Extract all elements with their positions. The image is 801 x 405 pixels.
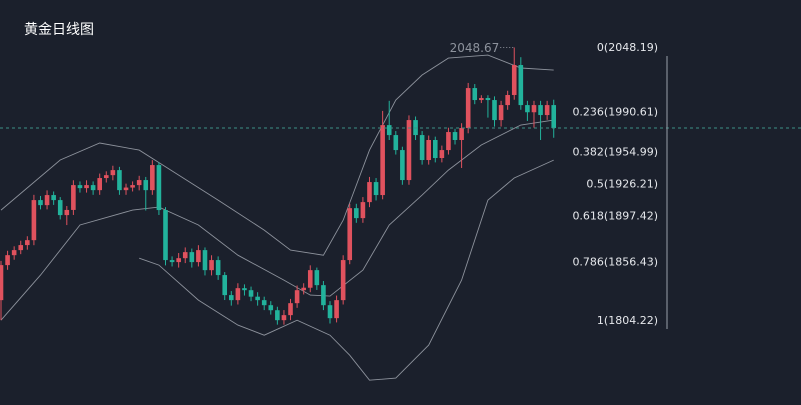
candle-body bbox=[90, 185, 96, 191]
candle-body bbox=[117, 170, 122, 191]
candle-body bbox=[209, 260, 214, 271]
candle-body bbox=[492, 100, 497, 121]
candle-body bbox=[215, 260, 221, 276]
candle-body bbox=[511, 65, 517, 96]
candle-body bbox=[196, 250, 201, 263]
candle-body bbox=[71, 185, 76, 210]
candle-body bbox=[130, 185, 135, 188]
candle-body bbox=[327, 305, 333, 319]
candle-body bbox=[367, 182, 372, 203]
candle-body bbox=[525, 105, 530, 113]
candle-body bbox=[432, 139, 438, 159]
candle-body bbox=[169, 260, 175, 263]
candle-body bbox=[498, 105, 504, 121]
fib-level-label: 0.236(1990.61) bbox=[572, 105, 658, 118]
candle-body bbox=[538, 105, 543, 116]
candle-body bbox=[235, 288, 241, 301]
candle-body bbox=[275, 310, 280, 321]
candle-body bbox=[18, 245, 24, 251]
candle-body bbox=[446, 132, 451, 151]
candle-body bbox=[386, 125, 392, 136]
bollinger-band bbox=[0, 54, 554, 256]
candle-body bbox=[64, 209, 70, 216]
candle-body bbox=[11, 250, 17, 256]
candle-body bbox=[156, 165, 162, 211]
candle-body bbox=[531, 105, 537, 113]
candle-body bbox=[393, 135, 399, 151]
candle-body bbox=[268, 305, 274, 311]
candle-body bbox=[340, 260, 346, 301]
candle-body bbox=[229, 295, 234, 301]
candle-body bbox=[97, 178, 102, 191]
candle-body bbox=[472, 88, 478, 101]
candle-body bbox=[38, 200, 43, 206]
candle-body bbox=[459, 128, 464, 140]
high-label: 2048.67 bbox=[450, 41, 500, 55]
candle-body bbox=[255, 296, 260, 301]
candle-body bbox=[103, 175, 109, 179]
candle-body bbox=[380, 125, 385, 196]
candle-body bbox=[551, 105, 557, 129]
candle-body bbox=[163, 210, 168, 261]
candle-body bbox=[360, 202, 366, 219]
candle-body bbox=[77, 185, 83, 189]
candle-body bbox=[544, 105, 550, 116]
candle-body bbox=[465, 88, 471, 129]
candle-body bbox=[314, 270, 320, 286]
candle-body bbox=[400, 150, 405, 181]
candle-body bbox=[176, 258, 181, 263]
candle-body bbox=[485, 98, 491, 101]
fib-level-label: 1(1804.22) bbox=[597, 314, 658, 327]
candle-body bbox=[110, 170, 116, 176]
fib-level-label: 0.5(1926.21) bbox=[586, 178, 658, 191]
candle-body bbox=[452, 132, 458, 140]
candle-body bbox=[354, 208, 359, 219]
candle-body bbox=[44, 195, 50, 206]
bollinger-band bbox=[0, 119, 554, 321]
candle-body bbox=[261, 300, 267, 306]
candle-body bbox=[5, 255, 10, 266]
candle-body bbox=[0, 265, 4, 301]
candle-body bbox=[294, 290, 300, 304]
fib-level-label: 0.786(1856.43) bbox=[572, 256, 658, 269]
fib-level-label: 0(2048.19) bbox=[597, 41, 658, 54]
candle-body bbox=[222, 275, 228, 296]
candle-body bbox=[307, 270, 313, 288]
candle-body bbox=[321, 285, 326, 306]
fib-level-label: 0.618(1897.42) bbox=[572, 210, 658, 223]
candle-body bbox=[347, 208, 353, 261]
candle-body bbox=[281, 315, 287, 321]
candle-body bbox=[439, 150, 445, 159]
candle-body bbox=[51, 195, 56, 201]
candle-body bbox=[136, 180, 142, 186]
candle-body bbox=[189, 252, 195, 263]
fib-level-label: 0.382(1954.99) bbox=[572, 145, 658, 158]
candle-body bbox=[57, 200, 63, 216]
candle-body bbox=[479, 98, 484, 101]
candle-body bbox=[150, 165, 155, 191]
candle-body bbox=[426, 139, 431, 161]
candle-body bbox=[248, 290, 254, 297]
candle-body bbox=[123, 187, 129, 191]
candle-body bbox=[25, 240, 30, 246]
candle-body bbox=[288, 303, 293, 316]
candle-body bbox=[419, 135, 425, 161]
candle-body bbox=[518, 65, 524, 106]
candle-body bbox=[242, 288, 247, 291]
candle-body bbox=[406, 120, 412, 181]
candle-body bbox=[301, 287, 306, 291]
candle-body bbox=[505, 95, 510, 106]
candle-body bbox=[334, 300, 339, 319]
candle-body bbox=[143, 180, 149, 191]
candle-body bbox=[84, 185, 89, 189]
chart-title: 黄金日线图 bbox=[24, 21, 94, 38]
candle-body bbox=[202, 250, 208, 271]
candle-body bbox=[31, 200, 37, 241]
bollinger-band bbox=[139, 159, 554, 381]
candle-body bbox=[373, 182, 379, 196]
candle-body bbox=[182, 252, 188, 259]
